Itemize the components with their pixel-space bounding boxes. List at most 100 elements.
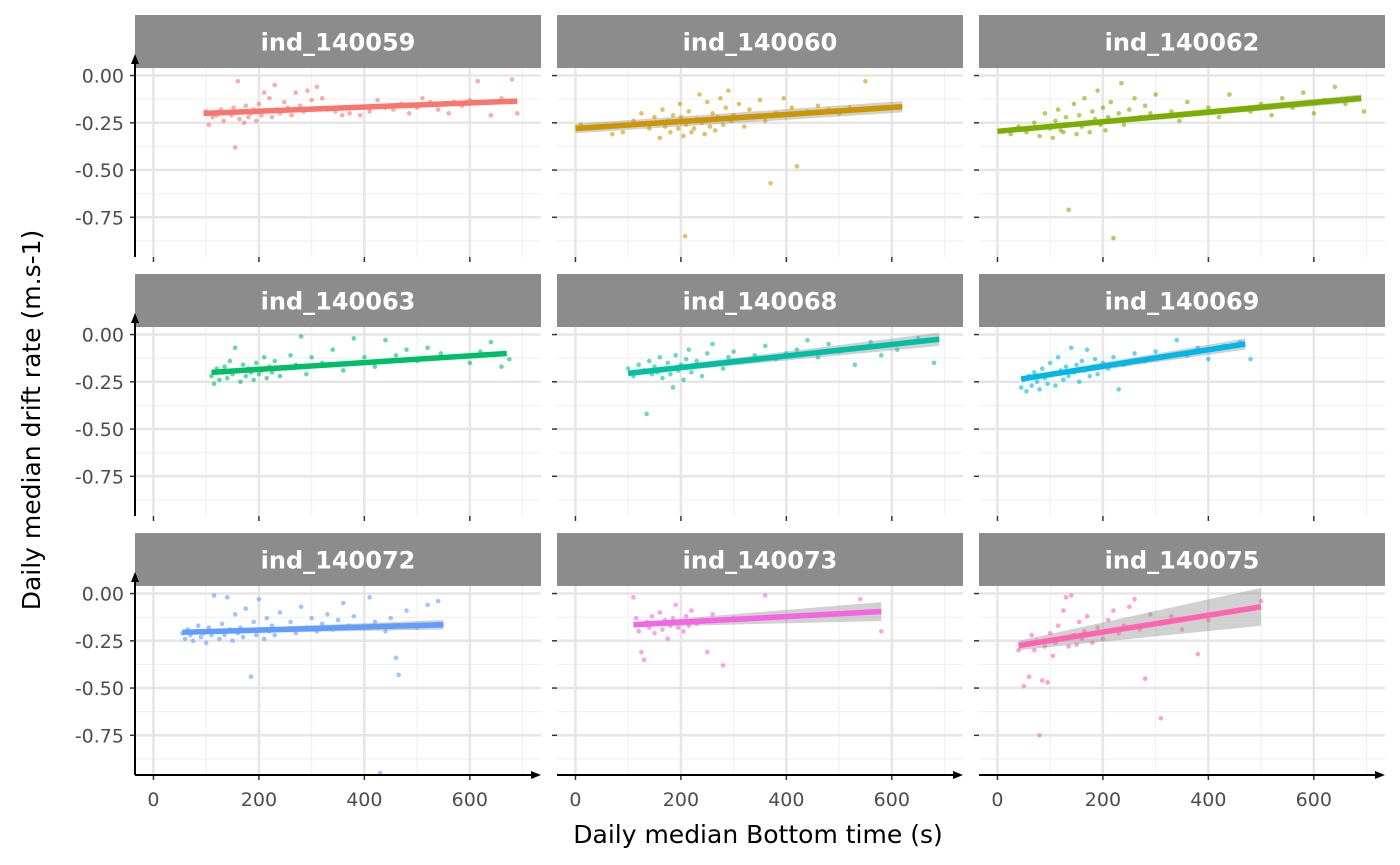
data-point	[662, 124, 668, 129]
data-point	[752, 353, 758, 358]
data-point	[305, 88, 310, 93]
data-point	[699, 373, 705, 379]
y-tick-label: -0.25	[75, 372, 124, 394]
data-point	[1111, 235, 1116, 241]
data-point	[1206, 356, 1211, 362]
data-point	[393, 353, 399, 358]
data-point	[222, 364, 227, 369]
data-point	[723, 105, 729, 110]
data-point	[720, 122, 726, 127]
x-tick-label: 200	[1085, 789, 1121, 811]
data-point	[1063, 114, 1069, 120]
data-point	[1026, 674, 1032, 680]
data-point	[1050, 135, 1056, 141]
panel-data	[997, 80, 1367, 241]
panel-data	[180, 593, 444, 775]
data-point	[221, 118, 226, 124]
data-point	[488, 112, 494, 118]
data-point	[1195, 651, 1201, 657]
x-tick-label: 400	[1190, 789, 1226, 811]
regression-line	[633, 608, 882, 628]
data-point	[259, 112, 264, 118]
data-point	[367, 109, 372, 114]
facet-panel: ind_140059	[135, 15, 541, 257]
facet-strip-label: ind_140062	[1105, 29, 1260, 57]
data-point	[309, 97, 314, 103]
data-point	[1216, 114, 1222, 120]
data-point	[281, 99, 287, 105]
data-point	[1206, 105, 1211, 110]
x-axis-arrow	[953, 771, 963, 779]
regression-line	[575, 104, 903, 132]
data-point	[251, 377, 256, 383]
data-point	[646, 358, 652, 364]
data-point	[712, 128, 718, 133]
data-point	[227, 358, 233, 364]
data-point	[203, 640, 209, 645]
panel-data	[209, 334, 512, 387]
x-axis-arrow	[531, 771, 541, 779]
data-point	[636, 629, 642, 634]
data-point	[514, 111, 520, 116]
facet-strip	[979, 274, 1385, 327]
data-point	[288, 619, 293, 625]
data-point	[1076, 619, 1082, 625]
data-point	[248, 674, 254, 680]
data-point	[272, 82, 278, 88]
data-point	[1032, 370, 1037, 375]
data-point	[304, 371, 309, 377]
data-point	[211, 593, 217, 598]
data-point	[330, 347, 336, 352]
facet-strip	[979, 533, 1385, 586]
data-point	[657, 354, 663, 360]
data-point	[238, 379, 243, 385]
facet-panel: ind_140060	[557, 15, 963, 257]
data-point	[182, 636, 188, 642]
facet-strip-label: ind_140063	[261, 288, 416, 316]
data-point	[649, 613, 655, 619]
data-point	[660, 627, 665, 632]
data-point	[1050, 653, 1056, 659]
x-tick-label: 600	[452, 789, 488, 811]
data-point	[253, 118, 259, 124]
facet-strip	[557, 274, 963, 327]
data-point	[1008, 131, 1013, 137]
data-point	[710, 341, 715, 347]
data-point	[1153, 92, 1158, 97]
data-point	[1071, 101, 1077, 107]
data-point	[657, 610, 663, 615]
data-point	[1343, 101, 1348, 107]
data-point	[704, 649, 710, 655]
data-point	[1087, 129, 1093, 135]
data-point	[681, 629, 686, 634]
data-point	[190, 638, 196, 644]
y-tick-label: 0.00	[82, 325, 124, 347]
data-point	[710, 612, 715, 617]
data-point	[1148, 111, 1153, 116]
data-point	[673, 602, 678, 608]
data-point	[272, 358, 278, 364]
data-point	[1076, 112, 1082, 118]
data-point	[351, 613, 357, 619]
data-point	[372, 364, 378, 369]
data-point	[683, 613, 689, 619]
data-point	[1142, 676, 1148, 681]
data-point	[1066, 373, 1071, 379]
panel-data	[625, 332, 940, 417]
data-point	[1184, 99, 1190, 105]
data-point	[206, 122, 212, 127]
data-point	[1053, 118, 1058, 124]
regression-line	[182, 621, 444, 636]
data-point	[1179, 627, 1185, 632]
x-tick-label: 400	[768, 789, 804, 811]
axes-layer: 0.00 -0.25 -0.50 -0.75 0.00 -0.25 -0.50 -0.75 0.…	[75, 54, 1385, 811]
data-point	[1037, 733, 1042, 738]
regression-line	[997, 95, 1362, 135]
data-point	[1084, 613, 1090, 619]
data-point	[720, 663, 726, 668]
data-point	[726, 88, 731, 93]
data-point	[222, 632, 227, 638]
y-axis-arrow	[131, 313, 139, 323]
data-point	[1258, 598, 1264, 604]
panels-layer: ind_140059 ind_140060 ind_140062 ind_140063…	[135, 15, 1385, 775]
